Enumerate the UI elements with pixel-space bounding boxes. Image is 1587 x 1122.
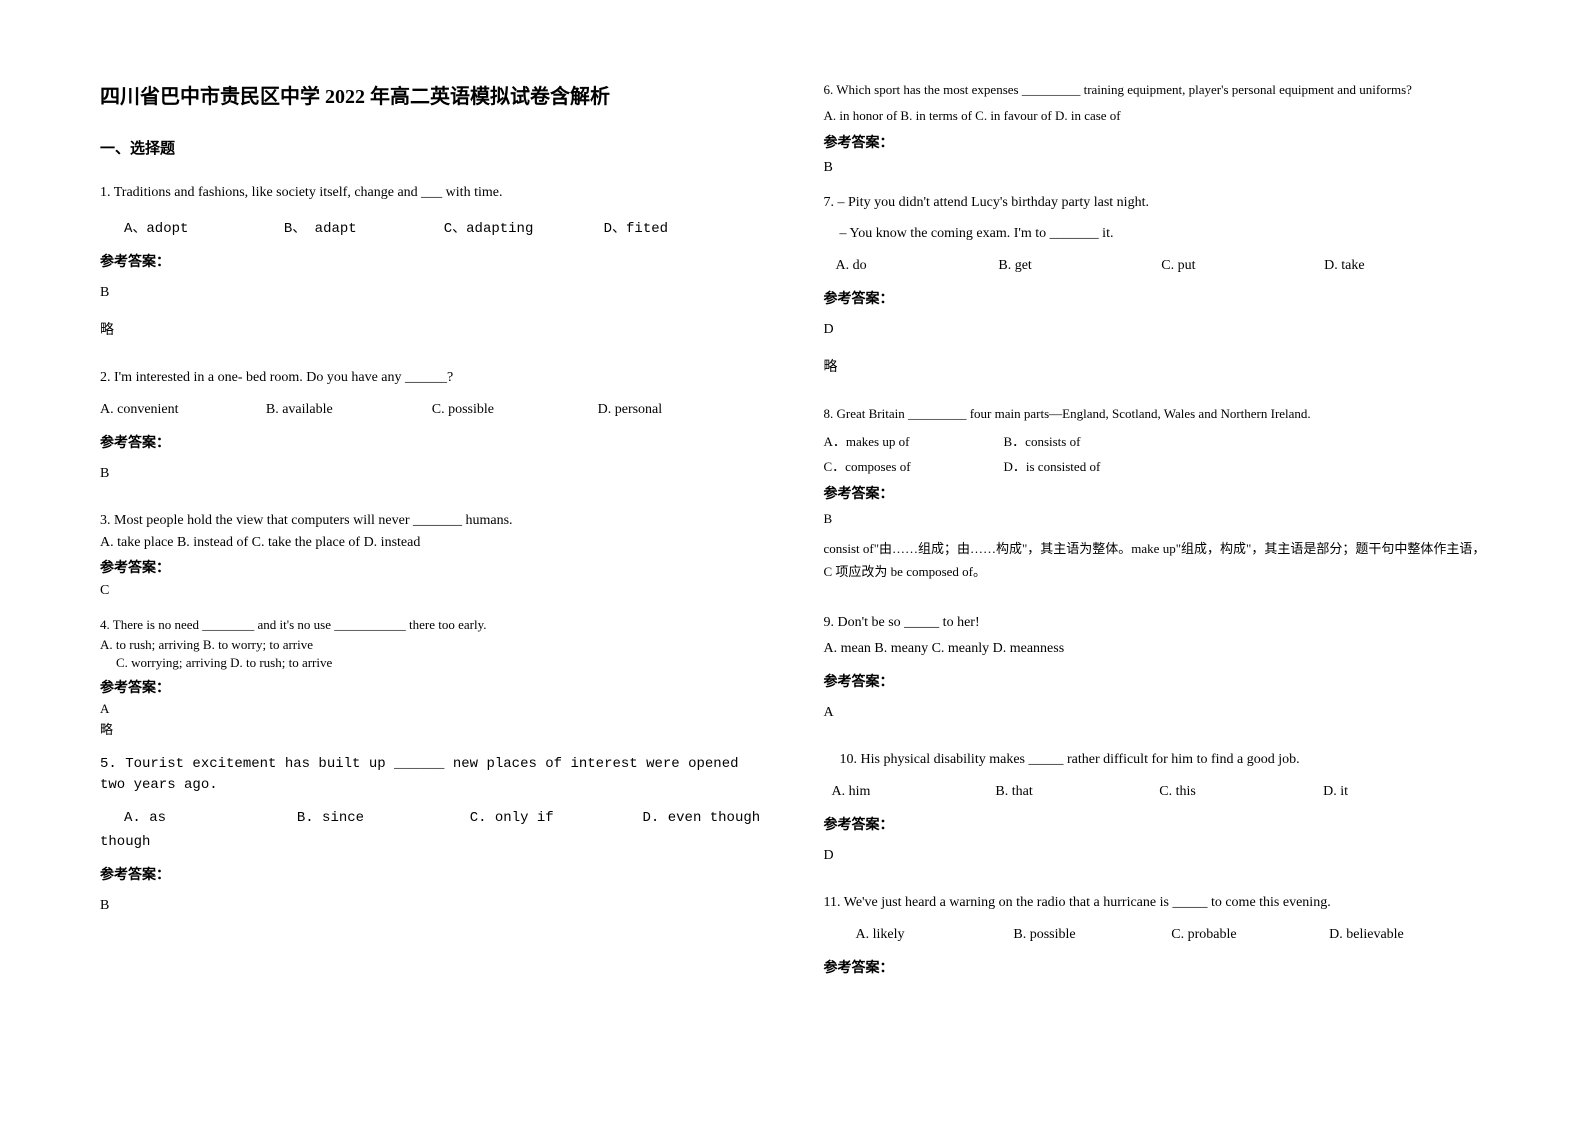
q10-options: A. him B. that C. this D. it bbox=[832, 784, 1488, 800]
q1-opt-b: B、 adapt bbox=[284, 217, 444, 237]
question-3: 3. Most people hold the view that comput… bbox=[100, 510, 764, 605]
q9-ans-label: 参考答案： bbox=[824, 671, 1488, 691]
q7-stem1: 7. – Pity you didn't attend Lucy's birth… bbox=[824, 192, 1488, 213]
q9-options: A. mean B. meany C. meanly D. meanness bbox=[824, 641, 1488, 657]
q9-answer: A bbox=[824, 705, 1488, 721]
document-title: 四川省巴中市贵民区中学 2022 年高二英语模拟试卷含解析 bbox=[100, 80, 764, 109]
q2-options: A. convenient B. available C. possible D… bbox=[100, 402, 764, 418]
question-4: 4. There is no need ________ and it's no… bbox=[100, 615, 764, 744]
q6-stem: 6. Which sport has the most expenses ___… bbox=[824, 80, 1488, 100]
q7-opt-b: B. get bbox=[998, 258, 1161, 274]
question-1: 1. Traditions and fashions, like society… bbox=[100, 182, 764, 357]
q11-opt-a: A. likely bbox=[856, 927, 1014, 943]
q6-options: A. in honor of B. in terms of C. in favo… bbox=[824, 108, 1488, 124]
q10-opt-c: C. this bbox=[1159, 784, 1323, 800]
q6-ans-label: 参考答案： bbox=[824, 132, 1488, 152]
question-6: 6. Which sport has the most expenses ___… bbox=[824, 80, 1488, 182]
q2-ans-label: 参考答案： bbox=[100, 432, 764, 452]
q8-opt-d: D．is consisted of bbox=[1004, 456, 1184, 475]
q5-opt-b: B. since bbox=[297, 810, 470, 826]
q10-ans-label: 参考答案： bbox=[824, 814, 1488, 834]
q10-answer: D bbox=[824, 848, 1488, 864]
q8-opt-c: C．composes of bbox=[824, 456, 1004, 475]
q11-opt-c: C. probable bbox=[1171, 927, 1329, 943]
right-column: 6. Which sport has the most expenses ___… bbox=[824, 80, 1488, 1001]
q5-opt-d: D. even though bbox=[643, 810, 764, 826]
q4-expl: 略 bbox=[100, 719, 764, 738]
q7-opt-a: A. do bbox=[836, 258, 999, 274]
q11-stem: 11. We've just heard a warning on the ra… bbox=[824, 892, 1488, 913]
q3-answer: C bbox=[100, 583, 764, 599]
q9-stem: 9. Don't be so _____ to her! bbox=[824, 612, 1488, 633]
q8-opts-row1: A．makes up of B．consists of bbox=[824, 431, 1488, 450]
q10-stem: 10. His physical disability makes _____ … bbox=[840, 749, 1488, 770]
q2-opt-c: C. possible bbox=[432, 402, 598, 418]
q1-opt-c: C、adapting bbox=[444, 217, 604, 237]
left-column: 四川省巴中市贵民区中学 2022 年高二英语模拟试卷含解析 一、选择题 1. T… bbox=[100, 80, 764, 1001]
q2-opt-a: A. convenient bbox=[100, 402, 266, 418]
q4-answer: A bbox=[100, 701, 764, 717]
q6-answer: B bbox=[824, 160, 1488, 176]
q8-answer: B bbox=[824, 511, 1488, 527]
q4-opts-row1: A. to rush; arriving B. to worry; to arr… bbox=[100, 637, 764, 653]
q5-opt-d-cont: though bbox=[100, 834, 764, 850]
q5-options: A. as B. since C. only if D. even though bbox=[124, 810, 764, 826]
q10-opt-a: A. him bbox=[832, 784, 996, 800]
q4-ans-label: 参考答案： bbox=[100, 677, 764, 697]
q10-opt-b: B. that bbox=[995, 784, 1159, 800]
q8-stem: 8. Great Britain _________ four main par… bbox=[824, 404, 1488, 424]
q7-answer: D bbox=[824, 322, 1488, 338]
q8-ans-label: 参考答案： bbox=[824, 483, 1488, 503]
q7-opt-c: C. put bbox=[1161, 258, 1324, 274]
q8-opt-b: B．consists of bbox=[1004, 431, 1184, 450]
q5-opt-a: A. as bbox=[124, 810, 297, 826]
q11-ans-label: 参考答案： bbox=[824, 957, 1488, 977]
q7-expl: 略 bbox=[824, 356, 1488, 376]
question-2: 2. I'm interested in a one- bed room. Do… bbox=[100, 367, 764, 500]
q1-ans-label: 参考答案： bbox=[100, 251, 764, 271]
q3-stem: 3. Most people hold the view that comput… bbox=[100, 510, 764, 531]
q1-answer: B bbox=[100, 285, 764, 301]
question-8: 8. Great Britain _________ four main par… bbox=[824, 404, 1488, 602]
q2-opt-d: D. personal bbox=[598, 402, 764, 418]
question-5: 5. Tourist excitement has built up _____… bbox=[100, 754, 764, 932]
q1-opt-d: D、fited bbox=[604, 217, 764, 237]
q3-ans-label: 参考答案： bbox=[100, 557, 764, 577]
q2-opt-b: B. available bbox=[266, 402, 432, 418]
q8-explanation: consist of"由……组成；由……构成"，其主语为整体。make up"组… bbox=[824, 537, 1488, 584]
q4-stem: 4. There is no need ________ and it's no… bbox=[100, 615, 764, 635]
q5-stem: 5. Tourist excitement has built up _____… bbox=[100, 754, 764, 796]
question-11: 11. We've just heard a warning on the ra… bbox=[824, 892, 1488, 991]
q7-stem2: – You know the coming exam. I'm to _____… bbox=[840, 223, 1488, 244]
question-9: 9. Don't be so _____ to her! A. mean B. … bbox=[824, 612, 1488, 739]
q11-options: A. likely B. possible C. probable D. bel… bbox=[856, 927, 1488, 943]
q11-opt-d: D. believable bbox=[1329, 927, 1487, 943]
q2-answer: B bbox=[100, 466, 764, 482]
q7-ans-label: 参考答案： bbox=[824, 288, 1488, 308]
q3-options: A. take place B. instead of C. take the … bbox=[100, 535, 764, 551]
section-heading: 一、选择题 bbox=[100, 137, 764, 158]
question-7: 7. – Pity you didn't attend Lucy's birth… bbox=[824, 192, 1488, 394]
q2-stem: 2. I'm interested in a one- bed room. Do… bbox=[100, 367, 764, 388]
q1-expl: 略 bbox=[100, 319, 764, 339]
q1-options: A、adopt B、 adapt C、adapting D、fited bbox=[124, 217, 764, 237]
q11-opt-b: B. possible bbox=[1013, 927, 1171, 943]
q8-opt-a: A．makes up of bbox=[824, 431, 1004, 450]
q5-opt-c: C. only if bbox=[470, 810, 643, 826]
q8-opts-row2: C．composes of D．is consisted of bbox=[824, 456, 1488, 475]
document-page: 四川省巴中市贵民区中学 2022 年高二英语模拟试卷含解析 一、选择题 1. T… bbox=[0, 0, 1587, 1041]
q10-opt-d: D. it bbox=[1323, 784, 1487, 800]
q5-answer: B bbox=[100, 898, 764, 914]
question-10: 10. His physical disability makes _____ … bbox=[824, 749, 1488, 882]
q7-options: A. do B. get C. put D. take bbox=[836, 258, 1488, 274]
q1-opt-a: A、adopt bbox=[124, 217, 284, 237]
q7-opt-d: D. take bbox=[1324, 258, 1487, 274]
q1-stem: 1. Traditions and fashions, like society… bbox=[100, 182, 764, 203]
q4-opts-row2: C. worrying; arriving D. to rush; to arr… bbox=[116, 655, 764, 671]
q5-ans-label: 参考答案： bbox=[100, 864, 764, 884]
